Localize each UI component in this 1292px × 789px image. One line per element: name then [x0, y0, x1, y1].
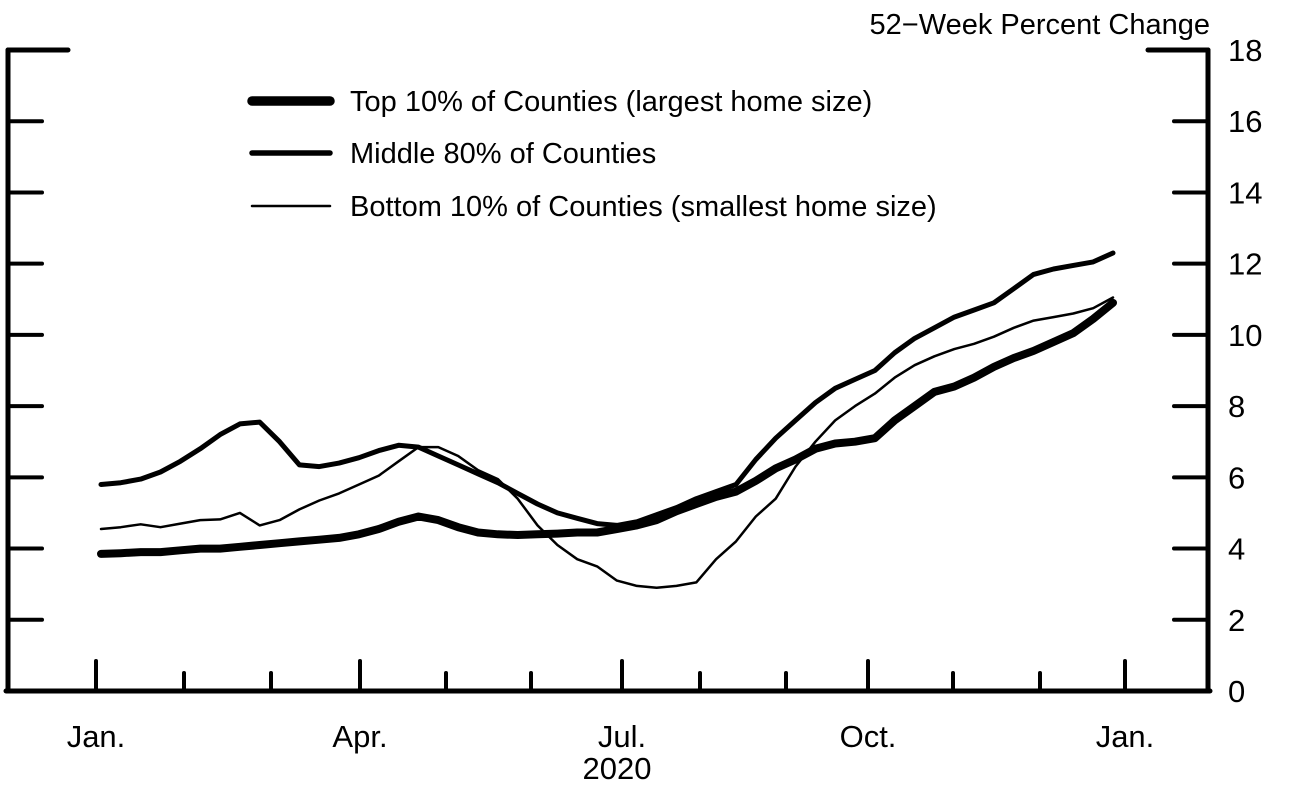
y-axis-label: 12 — [1228, 247, 1262, 282]
x-axis-label: Jan. — [1096, 719, 1155, 754]
y-axis-label: 14 — [1228, 175, 1262, 210]
series-middle-80-of-counties — [98, 250, 1116, 528]
y-axis-label: 4 — [1228, 532, 1245, 567]
x-axis-ticks — [94, 659, 1127, 693]
y-axis-label: 18 — [1228, 33, 1262, 68]
legend-label: Bottom 10% of Counties (smallest home si… — [350, 191, 937, 223]
y-axis-ticks — [6, 119, 1210, 622]
x-axis-label: Oct. — [840, 719, 897, 754]
y-axis-label: 0 — [1228, 674, 1245, 709]
legend: Top 10% of Counties (largest home size) M… — [247, 86, 937, 223]
y-axis-label: 10 — [1228, 318, 1262, 353]
y-axis-label: 16 — [1228, 104, 1262, 139]
x-axis-label: Jan. — [67, 719, 126, 754]
data-series — [97, 250, 1117, 589]
legend-item-bottom-10-of-counties-smallest-home-size: Bottom 10% of Counties (smallest home si… — [250, 191, 937, 223]
x-axis-label: Jul. — [598, 719, 646, 754]
legend-label: Middle 80% of Counties — [350, 138, 656, 170]
x-axis-labels: Jan. Apr. Jul. Oct. Jan. — [67, 719, 1155, 754]
chart-title: 52−Week Percent Change — [870, 9, 1210, 41]
y-axis-label: 8 — [1228, 389, 1245, 424]
axes — [3, 47, 1213, 694]
legend-label: Top 10% of Counties (largest home size) — [350, 86, 872, 118]
x-axis-year-label: 2020 — [583, 751, 652, 784]
y-axis-labels: 0 2 4 6 8 10 12 14 16 18 — [1228, 33, 1262, 709]
y-axis-label: 2 — [1228, 603, 1245, 638]
series-top-10-of-counties-largest-home-size — [97, 298, 1117, 558]
y-axis-label: 6 — [1228, 460, 1245, 495]
x-axis-label: Apr. — [332, 719, 387, 754]
legend-item-middle-80-of-counties: Middle 80% of Counties — [249, 138, 656, 170]
legend-item-top-10-of-counties-largest-home-size: Top 10% of Counties (largest home size) — [247, 86, 872, 118]
series-bottom-10-of-counties-smallest-home-size — [99, 296, 1115, 589]
